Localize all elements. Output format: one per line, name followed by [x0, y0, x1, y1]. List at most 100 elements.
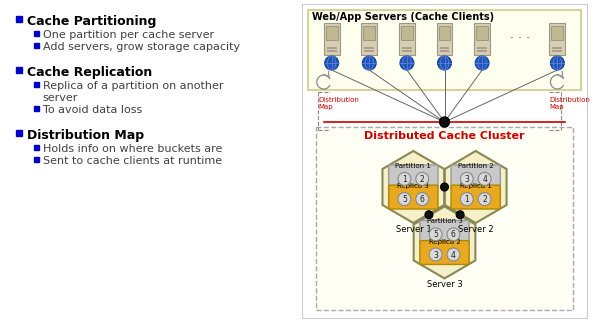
Polygon shape	[382, 151, 444, 223]
Bar	[402, 50, 412, 52]
Circle shape	[325, 56, 338, 70]
Bar	[364, 47, 374, 49]
Circle shape	[400, 56, 414, 70]
Circle shape	[429, 248, 442, 261]
Circle shape	[456, 211, 464, 219]
FancyBboxPatch shape	[451, 165, 500, 189]
Text: Distribution
Map: Distribution Map	[319, 97, 359, 110]
Circle shape	[437, 56, 451, 70]
Text: Replica 1: Replica 1	[460, 183, 491, 189]
Bar	[361, 23, 377, 55]
Text: To avoid data loss: To avoid data loss	[43, 105, 142, 115]
Circle shape	[475, 56, 489, 70]
Circle shape	[478, 193, 491, 205]
Bar	[402, 47, 412, 49]
Text: 2: 2	[420, 175, 425, 184]
Bar	[474, 23, 490, 55]
Text: 5: 5	[433, 230, 438, 239]
Circle shape	[416, 193, 428, 205]
Bar	[439, 26, 451, 40]
Text: Server 1: Server 1	[395, 225, 431, 234]
Text: Distribution
Map: Distribution Map	[550, 97, 590, 110]
FancyBboxPatch shape	[389, 165, 438, 189]
Text: 1: 1	[402, 175, 407, 184]
FancyBboxPatch shape	[420, 221, 469, 244]
FancyBboxPatch shape	[420, 240, 469, 265]
Text: 6: 6	[451, 230, 456, 239]
Circle shape	[478, 172, 491, 186]
Bar	[302, 4, 587, 318]
Bar	[34, 82, 38, 87]
Text: 1: 1	[464, 195, 469, 204]
Text: . . .: . . .	[510, 28, 530, 40]
Polygon shape	[445, 151, 506, 223]
Bar	[437, 23, 452, 55]
Text: Replica 2: Replica 2	[428, 239, 460, 245]
Circle shape	[362, 56, 376, 70]
Circle shape	[416, 172, 428, 186]
Text: 4: 4	[482, 175, 487, 184]
Text: 4: 4	[451, 250, 456, 259]
Bar	[34, 145, 38, 150]
Text: Replica of a partition on another
server: Replica of a partition on another server	[43, 81, 223, 103]
Text: Cache Partitioning: Cache Partitioning	[27, 15, 156, 28]
Text: 5: 5	[402, 195, 407, 204]
Bar	[477, 50, 487, 52]
Bar	[401, 26, 413, 40]
Text: Server 3: Server 3	[427, 281, 463, 290]
Bar	[476, 26, 488, 40]
Bar	[553, 47, 562, 49]
Text: Partition 3: Partition 3	[427, 218, 463, 224]
Text: 3: 3	[464, 175, 469, 184]
Text: Distributed Cache Cluster: Distributed Cache Cluster	[364, 131, 525, 141]
Bar	[316, 127, 573, 310]
Circle shape	[440, 117, 449, 127]
Bar	[553, 50, 562, 52]
FancyBboxPatch shape	[389, 185, 438, 209]
Bar	[16, 130, 22, 136]
Bar	[34, 106, 38, 111]
Circle shape	[429, 228, 442, 241]
Circle shape	[398, 193, 411, 205]
Circle shape	[550, 56, 564, 70]
Bar	[399, 23, 415, 55]
Text: Partition 1: Partition 1	[395, 163, 431, 169]
Bar	[440, 47, 449, 49]
Bar	[308, 10, 581, 90]
Text: Distribution Map: Distribution Map	[27, 129, 144, 142]
Text: Cache Replication: Cache Replication	[27, 66, 152, 79]
Text: Web/App Servers (Cache Clients): Web/App Servers (Cache Clients)	[312, 12, 494, 22]
Bar	[364, 50, 374, 52]
Bar	[364, 26, 375, 40]
Bar	[326, 26, 338, 40]
Text: Holds info on where buckets are: Holds info on where buckets are	[43, 144, 222, 154]
Bar	[477, 47, 487, 49]
Text: Add servers, grow storage capacity: Add servers, grow storage capacity	[43, 42, 239, 52]
Text: One partition per cache server: One partition per cache server	[43, 30, 214, 40]
Text: Partition 2: Partition 2	[458, 163, 494, 169]
Circle shape	[460, 193, 473, 205]
Text: 6: 6	[420, 195, 425, 204]
Circle shape	[447, 248, 460, 261]
Bar	[327, 50, 337, 52]
Circle shape	[440, 183, 448, 191]
Bar	[34, 157, 38, 162]
Bar	[16, 16, 22, 22]
Circle shape	[425, 211, 433, 219]
Text: 2: 2	[482, 195, 487, 204]
Bar	[327, 47, 337, 49]
Bar	[34, 43, 38, 48]
FancyBboxPatch shape	[451, 185, 500, 209]
Bar	[550, 23, 565, 55]
Circle shape	[398, 172, 411, 186]
Bar	[551, 26, 563, 40]
Circle shape	[447, 228, 460, 241]
Text: Sent to cache clients at runtime: Sent to cache clients at runtime	[43, 156, 221, 166]
Text: Replica 3: Replica 3	[397, 183, 429, 189]
Text: Server 2: Server 2	[458, 225, 494, 234]
Bar	[34, 31, 38, 36]
Bar	[324, 23, 340, 55]
Text: 3: 3	[433, 250, 438, 259]
Polygon shape	[413, 206, 475, 278]
Circle shape	[460, 172, 473, 186]
